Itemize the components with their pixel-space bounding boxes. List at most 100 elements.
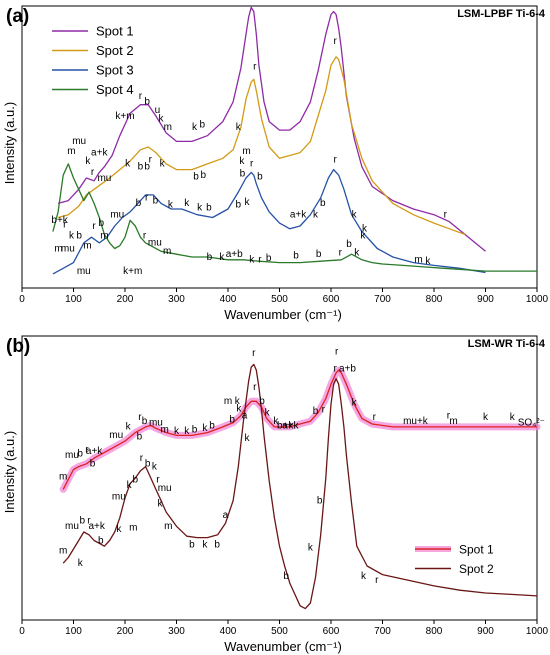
peak-annotation: b <box>259 396 265 407</box>
peak-annotation: r <box>444 210 448 221</box>
peak-annotation: k <box>126 422 132 433</box>
peak-annotation: k <box>510 412 516 423</box>
peak-annotation: r <box>91 167 95 178</box>
peak-annotation: b <box>142 416 148 427</box>
peak-annotation: b <box>144 162 150 173</box>
peak-annotation: b+k <box>277 420 294 431</box>
series-line-1 <box>57 6 486 252</box>
peak-annotation: k <box>127 480 133 491</box>
peak-annotation: b <box>77 449 83 460</box>
peak-annotation: b <box>153 195 159 206</box>
x-tick-label: 100 <box>65 294 82 305</box>
panel-a: (a) LSM-LPBF Ti-6-4 Intensity (a.u.) Wav… <box>2 5 549 322</box>
panel-a-annotations: mmukra+kmuk+mrbukmkbrrkbrbkbbrrkmkbrbb+k… <box>51 36 448 277</box>
peak-annotation: mu <box>61 243 75 254</box>
x-tick-label: 1000 <box>526 294 549 305</box>
series-band-1 <box>59 366 541 493</box>
peak-annotation: k <box>160 159 166 170</box>
peak-annotation: r <box>145 193 149 204</box>
peak-annotation: mu <box>65 521 79 532</box>
peak-annotation: m <box>100 231 108 242</box>
x-tick-label: 900 <box>477 626 494 637</box>
peak-annotation: a <box>223 510 229 521</box>
x-tick-label: 700 <box>374 626 391 637</box>
peak-annotation: k <box>236 122 242 133</box>
peak-annotation: k <box>425 256 431 267</box>
x-tick-label: 300 <box>168 294 185 305</box>
peak-annotation: r <box>87 515 91 526</box>
panel-a-series <box>52 6 537 275</box>
peak-annotation: m <box>163 246 171 257</box>
peak-annotation: b <box>240 169 246 180</box>
peak-annotation: k <box>245 197 251 208</box>
peak-annotation: r <box>140 453 144 464</box>
peak-annotation: b <box>209 420 215 431</box>
peak-annotation: m <box>164 122 172 133</box>
x-tick-label: 1000 <box>526 626 549 637</box>
peak-annotation: r <box>63 219 67 230</box>
peak-annotation: k <box>249 255 255 266</box>
peak-annotation: a+b <box>339 364 356 375</box>
peak-annotation: r <box>375 575 379 586</box>
peak-annotation: b <box>266 253 272 264</box>
peak-annotation: k <box>483 412 489 423</box>
panel-a-ylabel: Intensity (a.u.) <box>2 102 17 184</box>
peak-annotation: k+m <box>115 111 134 122</box>
peak-annotation: a+k <box>88 521 105 532</box>
peak-annotation: k <box>273 416 279 427</box>
peak-annotation: b <box>257 171 263 182</box>
peak-annotation: k <box>313 210 319 221</box>
peak-annotation: k <box>184 426 190 437</box>
peak-annotation: b <box>206 202 212 213</box>
peak-annotation: m <box>67 146 75 157</box>
peak-annotation: b <box>138 162 144 173</box>
legend-label: Spot 3 <box>96 63 134 78</box>
series-line-4 <box>52 163 537 272</box>
peak-annotation: u <box>155 105 161 116</box>
x-tick-label: 0 <box>19 626 25 637</box>
peak-annotation: r <box>139 91 143 102</box>
peak-annotation: b <box>145 459 151 470</box>
peak-annotation: r <box>333 36 337 47</box>
peak-annotation: b <box>199 119 205 130</box>
peak-annotation: r <box>92 221 96 232</box>
peak-annotation: b <box>136 198 142 209</box>
x-tick-label: 600 <box>323 294 340 305</box>
peak-annotation: k <box>239 156 245 167</box>
peak-annotation: b <box>133 474 139 485</box>
peak-annotation: b <box>214 540 220 551</box>
peak-annotation: r <box>250 159 254 170</box>
peak-annotation: b <box>293 250 299 261</box>
legend-label: Spot 2 <box>96 43 134 58</box>
peak-annotation: mu <box>158 483 172 494</box>
peak-annotation: b <box>317 496 323 507</box>
peak-annotation: k <box>245 433 251 444</box>
peak-annotation: k <box>354 248 360 259</box>
peak-annotation: m <box>160 425 168 436</box>
x-tick-label: 200 <box>117 294 134 305</box>
peak-annotation: r <box>335 346 339 357</box>
peak-annotation: r <box>333 155 337 166</box>
peak-annotation: SO₄²⁻ <box>518 417 545 428</box>
peak-annotation: m <box>164 521 172 532</box>
peak-annotation: a+k <box>282 420 299 431</box>
peak-annotation: a+k <box>290 210 307 221</box>
series-line-3 <box>52 168 486 275</box>
peak-annotation: mu <box>97 173 111 184</box>
peak-annotation: mu <box>110 210 124 221</box>
peak-annotation: k <box>265 408 271 419</box>
peak-annotation: r <box>333 364 337 375</box>
x-tick-label: 800 <box>426 294 443 305</box>
peak-annotation: k <box>85 156 91 167</box>
panel-b-ylabel: Intensity (a.u.) <box>2 431 17 513</box>
peak-annotation: k <box>69 231 75 242</box>
peak-annotation: k <box>78 558 84 569</box>
peak-annotation: k <box>192 122 198 133</box>
x-tick-label: 500 <box>271 626 288 637</box>
peak-annotation: b <box>193 171 199 182</box>
peak-annotation: r <box>143 231 147 242</box>
peak-annotation: m <box>414 255 422 266</box>
peak-annotation: k <box>352 398 358 409</box>
panel-a-title: LSM-LPBF Ti-6-4 <box>457 8 546 20</box>
